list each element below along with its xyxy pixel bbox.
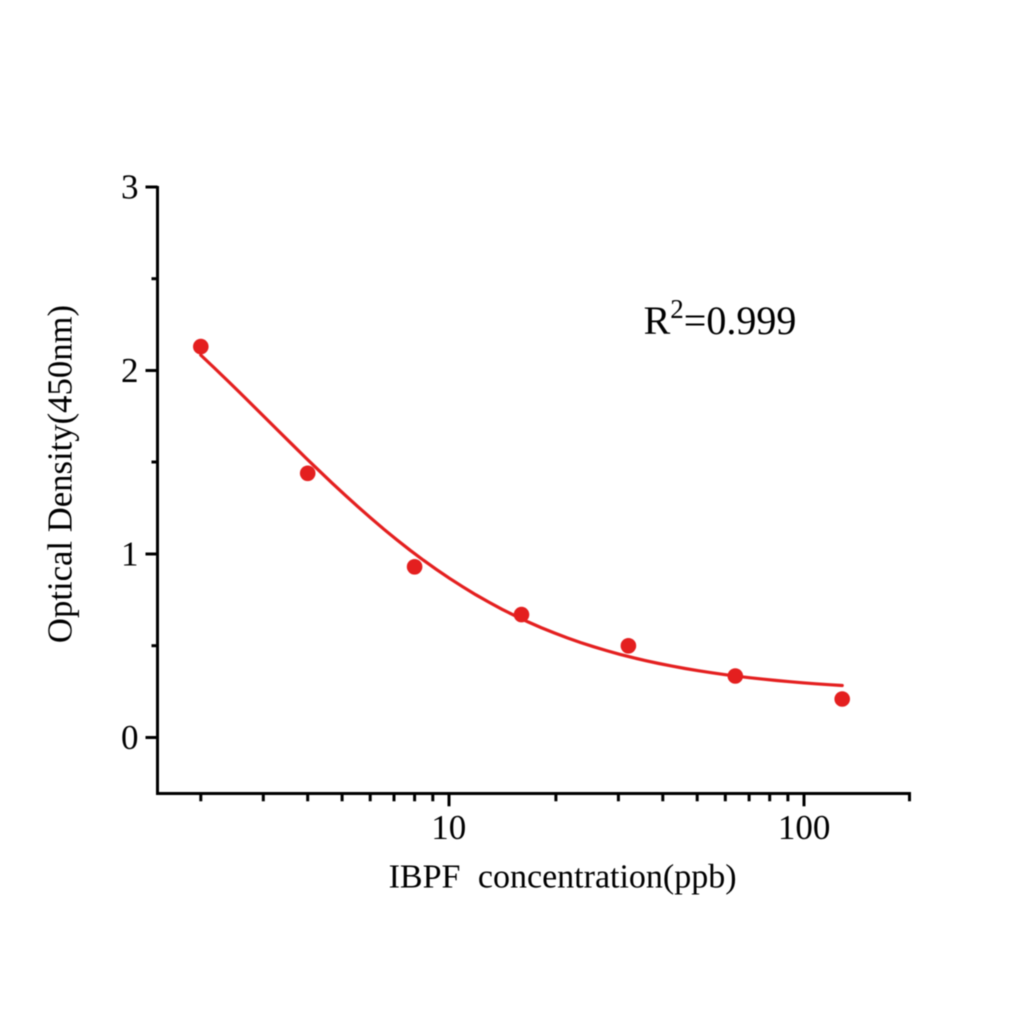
svg-text:R2=0.999: R2=0.999 — [644, 294, 797, 343]
svg-text:IBPF concentration(ppb): IBPF concentration(ppb) — [389, 859, 737, 896]
svg-text:2: 2 — [121, 351, 139, 390]
svg-text:10: 10 — [431, 808, 466, 847]
svg-text:1: 1 — [121, 535, 139, 574]
svg-text:3: 3 — [121, 168, 139, 207]
svg-text:0: 0 — [121, 718, 139, 757]
svg-text:100: 100 — [778, 808, 831, 847]
svg-text:Optical Density(450nm): Optical Density(450nm) — [40, 305, 79, 643]
